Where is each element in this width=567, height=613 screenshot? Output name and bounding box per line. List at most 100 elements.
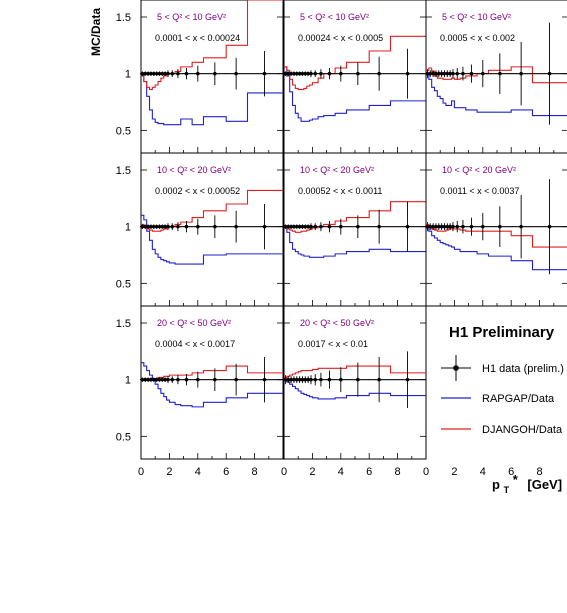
y-tick-label: 1.5 bbox=[116, 318, 131, 330]
data-point bbox=[439, 223, 445, 231]
legend-data-label: H1 data (prelim.) bbox=[482, 363, 564, 375]
panel-q2-label: 10 < Q² < 20 GeV² bbox=[157, 165, 231, 175]
panel-frame bbox=[140, 305, 284, 460]
panel-x-label: 0.0005 < x < 0.002 bbox=[440, 33, 515, 43]
rapgap-series bbox=[141, 74, 283, 126]
rapgap-series bbox=[284, 66, 426, 122]
rapgap-series bbox=[284, 226, 426, 258]
panel-q2-label: 10 < Q² < 20 GeV² bbox=[300, 165, 374, 175]
data-point bbox=[454, 68, 461, 80]
data-point bbox=[169, 223, 176, 231]
data-point bbox=[346, 362, 370, 397]
x-axis-label: p T * [GeV] bbox=[492, 472, 562, 496]
x-axis-label-unit: [GeV] bbox=[527, 477, 562, 492]
data-point bbox=[441, 223, 447, 231]
panel-frame bbox=[140, 152, 284, 307]
data-point bbox=[368, 209, 390, 244]
data-point bbox=[335, 65, 347, 82]
rapgap-series bbox=[141, 362, 283, 408]
data-point bbox=[323, 370, 336, 389]
data-point bbox=[180, 68, 193, 80]
x-tick-label: 0 bbox=[138, 466, 144, 478]
legend-data-marker bbox=[441, 355, 471, 381]
panel-3: 5 < Q² < 10 GeV² 0.0005 < x < 0.002 bbox=[424, 0, 567, 154]
data-point bbox=[477, 60, 489, 88]
x-tick-label: 4 bbox=[480, 466, 486, 478]
x-axis-label-group: p T * [GeV] bbox=[492, 472, 562, 496]
data-point bbox=[225, 210, 247, 243]
data-point bbox=[225, 57, 247, 90]
data-point bbox=[424, 222, 430, 232]
data-point bbox=[346, 62, 370, 85]
data-point bbox=[203, 368, 227, 391]
panel-q2-label: 5 < Q² < 10 GeV² bbox=[442, 12, 511, 22]
data-point bbox=[159, 224, 165, 229]
data-point bbox=[148, 71, 154, 76]
data-point bbox=[465, 217, 478, 236]
x-tick-label: 0 bbox=[423, 466, 429, 478]
panel-q2-label: 20 < Q² < 50 GeV² bbox=[300, 318, 374, 328]
panel-6: 10 < Q² < 20 GeV² 0.0011 < x < 0.0037 bbox=[424, 152, 567, 307]
data-point bbox=[312, 70, 319, 78]
data-point bbox=[433, 70, 439, 78]
panel-q2-label: 20 < Q² < 50 GeV² bbox=[157, 318, 231, 328]
x-axis-label-star: * bbox=[513, 472, 519, 487]
data-point bbox=[169, 376, 176, 384]
data-point bbox=[531, 22, 567, 125]
djangoh-series bbox=[426, 66, 567, 84]
x-tick-label: 2 bbox=[309, 466, 315, 478]
x-tick-label: 0 bbox=[281, 466, 287, 478]
data-point bbox=[294, 376, 300, 384]
data-point bbox=[531, 179, 567, 275]
data-point bbox=[427, 70, 433, 78]
data-point bbox=[368, 56, 390, 91]
data-point bbox=[465, 64, 478, 83]
panel-frame bbox=[283, 0, 427, 154]
data-point bbox=[175, 222, 181, 232]
x-tick-label: 6 bbox=[366, 466, 372, 478]
legend-rapgap-label: RAPGAP/Data bbox=[482, 393, 555, 405]
data-point bbox=[323, 68, 336, 80]
panel-x-label: 0.0017 < x < 0.01 bbox=[298, 339, 368, 349]
data-point bbox=[312, 223, 319, 231]
djangoh-series bbox=[141, 0, 283, 91]
panel-x-label: 0.0004 < x < 0.0017 bbox=[155, 339, 235, 349]
data-point bbox=[460, 219, 466, 234]
djangoh-series bbox=[284, 201, 426, 233]
data-point bbox=[203, 215, 227, 238]
panel-7: 20 < Q² < 50 GeV² 0.0004 < x < 0.0017 bbox=[139, 305, 284, 460]
djangoh-series bbox=[141, 189, 283, 232]
panel-x-label: 0.0011 < x < 0.0037 bbox=[440, 186, 519, 196]
y-tick-label: 0.5 bbox=[116, 278, 131, 290]
y-tick-label: 1 bbox=[125, 69, 131, 81]
panel-1: 5 < Q² < 10 GeV² 0.0001 < x < 0.00024 bbox=[139, 0, 284, 154]
x-axis-label-sub: T bbox=[504, 485, 510, 495]
data-point bbox=[510, 194, 532, 259]
y-tick-label: 1.5 bbox=[116, 165, 131, 177]
data-point bbox=[335, 367, 347, 393]
data-point bbox=[192, 65, 204, 82]
y-axis-label-group: MC/Data bbox=[89, 8, 103, 56]
data-point bbox=[192, 218, 204, 235]
data-point bbox=[246, 204, 283, 250]
y-tick-label: 1 bbox=[125, 375, 131, 387]
data-point bbox=[203, 62, 227, 85]
y-tick-label: 0.5 bbox=[116, 431, 131, 443]
data-point bbox=[294, 71, 300, 76]
x-tick-label: 4 bbox=[338, 466, 344, 478]
legend: H1 Preliminary H1 data (prelim.) RAPGAP/… bbox=[441, 324, 564, 436]
panel-x-label: 0.00024 < x < 0.0005 bbox=[298, 33, 383, 43]
y-axis-label: MC/Data bbox=[89, 8, 103, 56]
data-point bbox=[142, 377, 148, 382]
x-tick-label: 2 bbox=[166, 466, 172, 478]
x-tick-label: 6 bbox=[508, 466, 514, 478]
panel-x-label: 0.0001 < x < 0.00024 bbox=[155, 33, 240, 43]
data-point bbox=[285, 376, 291, 384]
rapgap-series bbox=[426, 226, 567, 271]
y-tick-label: 1.5 bbox=[116, 12, 131, 24]
x-tick-label: 8 bbox=[395, 466, 401, 478]
data-point bbox=[246, 357, 283, 403]
data-point bbox=[454, 221, 461, 233]
panel-frame bbox=[140, 0, 284, 154]
